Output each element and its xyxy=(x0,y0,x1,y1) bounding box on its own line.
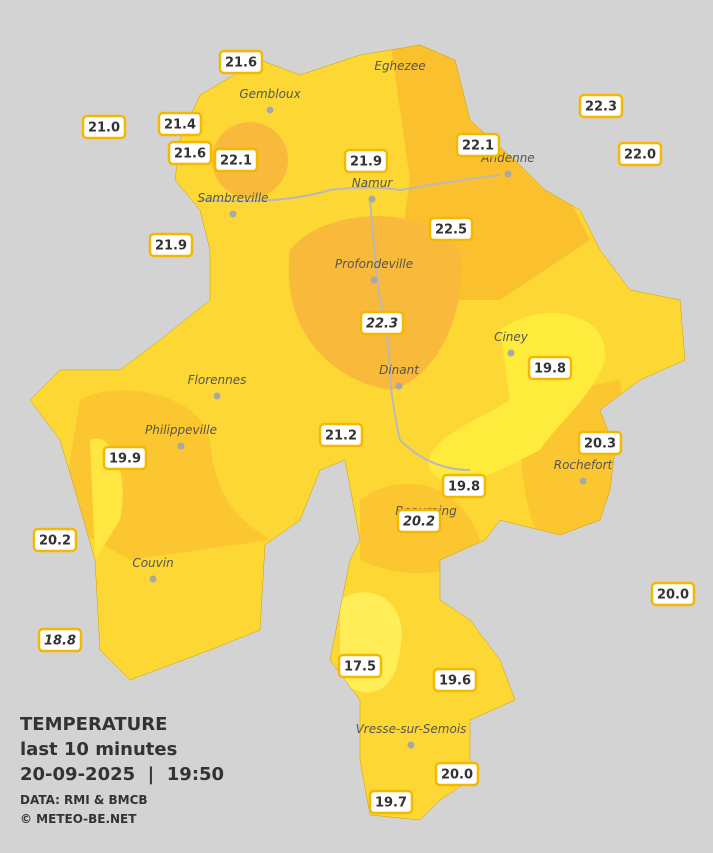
station-box xyxy=(432,667,478,693)
station-box xyxy=(102,445,148,471)
city-dot xyxy=(229,210,237,218)
station-box xyxy=(337,653,383,679)
station-temp: 22.5 xyxy=(435,223,467,238)
city-dot xyxy=(213,392,221,400)
city-dot xyxy=(266,106,274,114)
legend-title: TEMPERATURE xyxy=(20,714,167,735)
station-temp: 20.2 xyxy=(403,515,435,530)
station-temp: 21.9 xyxy=(155,239,187,254)
river xyxy=(199,174,501,203)
station-box xyxy=(32,527,78,553)
stations: 21.6 21.0 21.4 21.6 22.1 21.9 22.1 22.3 22.0 22.5… xyxy=(32,49,696,815)
station-temp: 19.8 xyxy=(534,362,566,377)
station-box xyxy=(396,508,442,534)
station-box xyxy=(368,789,414,815)
station-temp: 22.1 xyxy=(220,154,252,169)
station-box xyxy=(434,761,480,787)
station-temp: 19.9 xyxy=(109,452,141,467)
station-temp: 20.0 xyxy=(657,588,689,603)
city-label: Dinant xyxy=(379,363,420,377)
station-box xyxy=(343,148,389,174)
city-label: Ciney xyxy=(494,330,529,344)
city-dot xyxy=(370,276,378,284)
city-label: Namur xyxy=(352,176,394,190)
legend-timestamp: 20-09-2025 | 19:50 xyxy=(20,764,224,785)
station-box xyxy=(213,147,259,173)
station-temp: 21.9 xyxy=(350,155,382,170)
station-temp: 19.6 xyxy=(439,674,471,689)
station-box xyxy=(527,355,573,381)
station-box xyxy=(167,140,213,166)
city-dot xyxy=(395,382,403,390)
station-temp: 21.6 xyxy=(225,56,257,71)
city-label: Couvin xyxy=(132,556,173,570)
station-temp: 20.3 xyxy=(584,437,616,452)
station-box xyxy=(81,114,127,140)
city-dot xyxy=(579,477,587,485)
station-box xyxy=(218,49,264,75)
city-dot xyxy=(368,195,376,203)
station-temp: 21.0 xyxy=(88,121,120,136)
legend-subtitle: last 10 minutes xyxy=(20,739,177,760)
station-temp: 21.4 xyxy=(164,118,196,133)
station-temp: 21.2 xyxy=(325,429,357,444)
city-dot xyxy=(407,741,415,749)
city-label: Gembloux xyxy=(239,87,301,101)
station-box xyxy=(157,111,203,137)
station-temp: 22.0 xyxy=(624,148,656,163)
legend-copyright: © METEO-BE.NET xyxy=(20,812,137,826)
station-box xyxy=(578,93,624,119)
city-dot xyxy=(149,575,157,583)
station-box xyxy=(455,132,501,158)
station-temp: 19.7 xyxy=(375,796,407,811)
station-temp: 19.8 xyxy=(448,480,480,495)
station-box xyxy=(650,581,696,607)
river xyxy=(369,199,471,471)
station-box xyxy=(359,310,405,336)
station-box xyxy=(148,232,194,258)
station-box xyxy=(37,627,83,653)
station-temp: 22.3 xyxy=(366,317,398,332)
city-dot xyxy=(504,170,512,178)
city-label: Sambreville xyxy=(197,191,268,205)
city-label: Vresse-sur-Semois xyxy=(356,722,467,736)
station-box xyxy=(428,216,474,242)
station-box xyxy=(441,473,487,499)
station-temp: 21.6 xyxy=(174,147,206,162)
city-dot xyxy=(177,442,185,450)
city-label: Florennes xyxy=(188,373,247,387)
station-box xyxy=(617,141,663,167)
station-temp: 22.1 xyxy=(462,139,494,154)
legend-source: DATA: RMI & BMCB xyxy=(20,793,148,807)
city-label: Eghezee xyxy=(374,59,425,73)
city-dot xyxy=(507,349,515,357)
station-box xyxy=(318,422,364,448)
station-temp: 18.8 xyxy=(44,634,76,649)
city-label: Profondeville xyxy=(335,257,413,271)
station-temp: 20.2 xyxy=(39,534,71,549)
station-box xyxy=(577,430,623,456)
station-temp: 22.3 xyxy=(585,100,617,115)
station-temp: 20.0 xyxy=(441,768,473,783)
city-label: Rochefort xyxy=(554,458,614,472)
city-label: Philippeville xyxy=(145,423,217,437)
station-temp: 17.5 xyxy=(344,660,376,675)
